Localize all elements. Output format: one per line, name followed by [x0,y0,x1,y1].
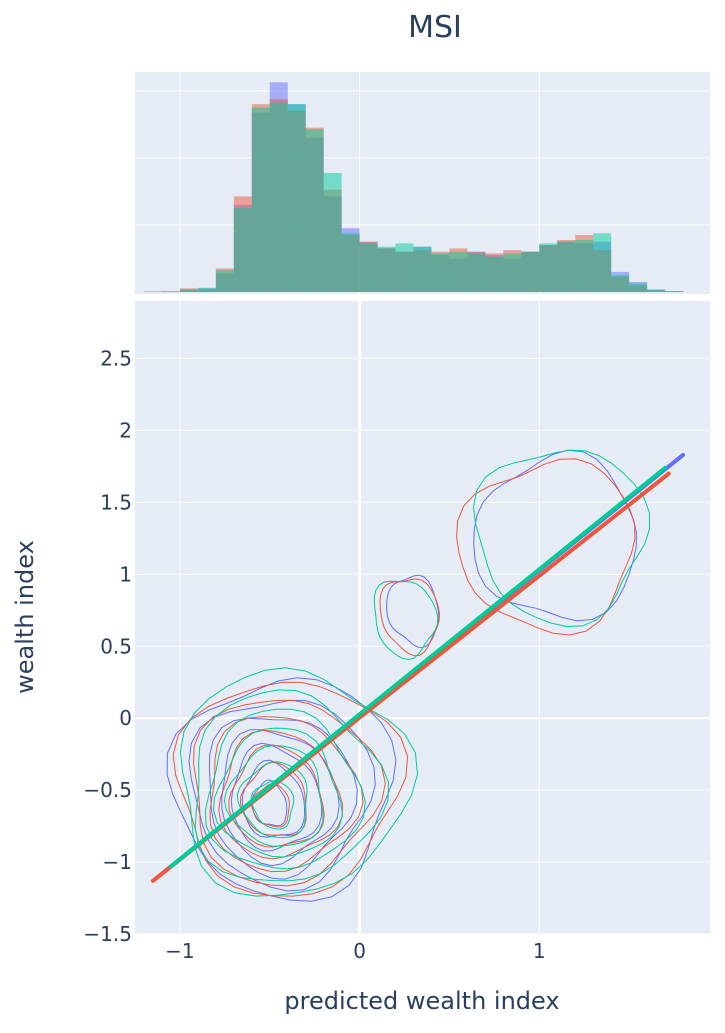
main-plot-area [135,301,710,934]
y-tick-label: 2.5 [100,347,132,371]
y-tick-label: 0 [119,706,132,730]
histogram-bar [251,107,270,293]
histogram-bar [287,104,306,292]
x-tick-label: 1 [533,939,546,963]
histogram-bar [323,172,342,292]
histogram-bar [485,256,504,292]
histogram-bar [467,253,486,292]
histogram-bar [611,275,630,292]
density-contour [194,689,389,882]
histogram-bar [413,246,432,292]
x-axis-title: predicted wealth index [284,987,559,1015]
histogram-bars [143,82,684,293]
density-contour [172,681,409,897]
histogram-bar [521,251,540,292]
histogram-bar [341,233,360,292]
density-contour [379,578,441,657]
histogram-bar [305,129,324,292]
main-grid [135,301,710,935]
histogram-bar [377,246,396,292]
density-contour [179,667,419,897]
density-contour [472,449,651,628]
histogram-bar [179,289,198,292]
density-contour [373,580,439,661]
y-tick-label: 1 [119,562,132,586]
histogram-bar [431,253,450,292]
chart-title: MSI [408,10,462,45]
histogram-bar [557,241,576,292]
histogram-bar [161,291,180,292]
x-axis-ticks: −1 0 1 [165,939,545,963]
histogram-bar [665,291,684,292]
density-contour [386,574,440,649]
density-contour [221,729,340,867]
histogram-bar [539,243,558,292]
y-tick-label: −1.5 [83,922,132,946]
density-contour [209,716,364,873]
y-tick-label: −0.5 [83,778,132,802]
histogram-bar [575,240,594,292]
histogram-bar [233,208,252,292]
density-contour [204,708,366,870]
y-tick-label: 1.5 [100,490,132,514]
histogram-bar [449,251,468,292]
histogram-bar [197,287,216,292]
y-tick-label: −1 [103,850,132,874]
density-contour [223,744,324,847]
y-tick-label: 0.5 [100,634,132,658]
histogram-bar [629,283,648,292]
trendlines [150,452,686,883]
y-axis-title: wealth index [11,540,39,694]
density-contour [166,677,397,902]
y-tick-label: 2 [119,418,132,442]
y-axis-ticks: −1.5 −1 −0.5 0 0.5 1 1.5 2 2.5 [83,347,132,946]
trendline [168,465,668,869]
density-contour [188,699,376,892]
density-contour [212,727,343,858]
histogram-bar [503,253,522,292]
histogram-bar [647,289,666,292]
density-contour [193,699,386,887]
density-contour [230,742,323,852]
histogram-bar [269,102,288,292]
x-tick-label: 0 [353,939,366,963]
x-tick-label: −1 [165,939,194,963]
histogram-bar [215,270,234,292]
density-contours [166,449,651,902]
histogram-bar [359,243,378,292]
density-contour [218,729,344,860]
histogram-grid [135,72,710,294]
histogram-bar [395,243,414,292]
density-contour [473,449,638,622]
histogram-bar [593,233,612,292]
